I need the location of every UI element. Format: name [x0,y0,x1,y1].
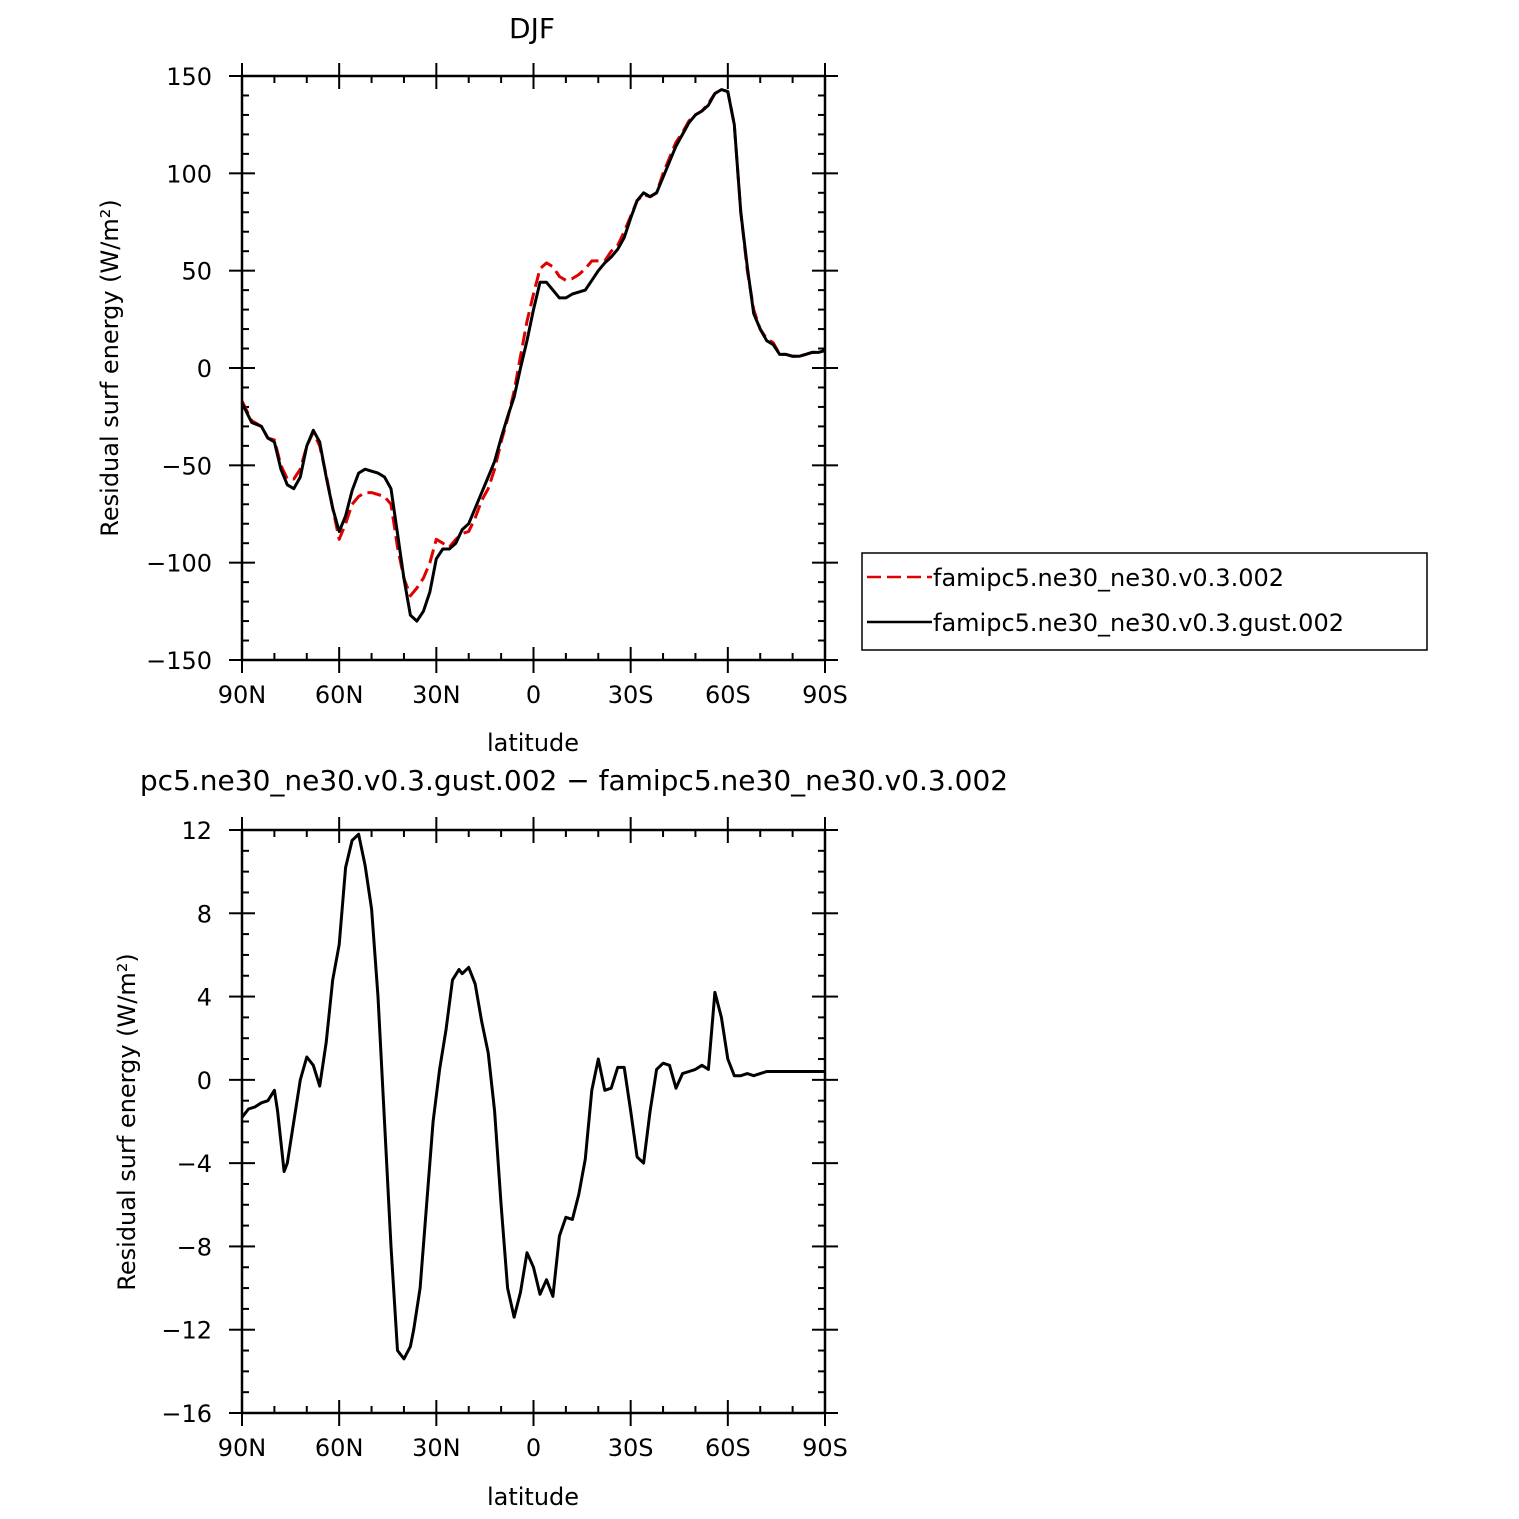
top-plot-title: DJF [509,12,555,45]
top-panel: DJF 90N 60N 30N 0 30S 60S 90S 150 100 50 0 −50 −100… [96,12,1428,757]
bottom-x-axis-title: latitude [487,1483,579,1511]
x-tick-label: 30N [412,681,461,709]
x-tick-label: 30S [608,681,654,709]
bottom-series-group [240,832,825,1361]
y-tick-label: 150 [166,63,212,91]
x-tick-label: 60N [315,681,364,709]
x-tick-label: 0 [526,1434,541,1462]
x-tick-label: 0 [526,681,541,709]
x-tick-label: 30N [412,1434,461,1462]
y-tick-label: 12 [181,817,212,845]
legend-label-gust: famipc5.ne30_ne30.v0.3.gust.002 [933,609,1344,637]
y-tick-label: 4 [197,984,212,1012]
x-tick-label: 60S [705,681,751,709]
y-tick-label: −100 [146,550,212,578]
x-tick-label: 60S [705,1434,751,1462]
y-tick-label: 100 [166,160,212,188]
bottom-axis-ticks [229,817,838,1426]
y-tick-label: 0 [197,355,212,383]
x-tick-label: 90N [218,1434,267,1462]
x-tick-label: 30S [608,1434,654,1462]
x-tick-label: 90S [802,681,848,709]
top-y-axis-title: Residual surf energy (W/m²) [96,199,124,536]
bottom-panel: pc5.ne30_ne30.v0.3.gust.002 − famipc5.ne… [113,764,1008,1511]
top-plot-frame [240,74,827,662]
y-tick-label: 8 [197,900,212,928]
bottom-x-tick-labels: 90N 60N 30N 0 30S 60S 90S [218,1434,848,1462]
top-axis-ticks [229,63,838,673]
y-tick-label: 0 [197,1067,212,1095]
y-tick-label: −16 [161,1400,212,1428]
bottom-plot-title: pc5.ne30_ne30.v0.3.gust.002 − famipc5.ne… [140,764,1008,797]
x-tick-label: 60N [315,1434,364,1462]
top-x-axis-title: latitude [487,729,579,757]
x-tick-label: 90S [802,1434,848,1462]
legend-box [861,552,1428,651]
bottom-plot-frame [240,828,827,1415]
legend-label-control: famipc5.ne30_ne30.v0.3.002 [933,564,1284,592]
y-tick-label: −8 [177,1233,212,1261]
legend: famipc5.ne30_ne30.v0.3.002 famipc5.ne30_… [861,552,1428,651]
top-series-line-1 [240,88,826,623]
bottom-y-tick-labels: 12 8 4 0 −4 −8 −12 −16 [161,817,212,1428]
y-tick-label: −50 [161,452,212,480]
top-y-tick-labels: 150 100 50 0 −50 −100 −150 [146,63,212,675]
y-tick-label: −12 [161,1317,212,1345]
bot-series-line-0 [240,832,825,1361]
y-tick-label: −150 [146,647,212,675]
y-tick-label: 50 [181,258,212,286]
y-tick-label: −4 [177,1150,212,1178]
bottom-y-axis-title: Residual surf energy (W/m²) [113,953,141,1290]
top-x-tick-labels: 90N 60N 30N 0 30S 60S 90S [218,681,848,709]
top-series-group [240,88,826,623]
x-tick-label: 90N [218,681,267,709]
